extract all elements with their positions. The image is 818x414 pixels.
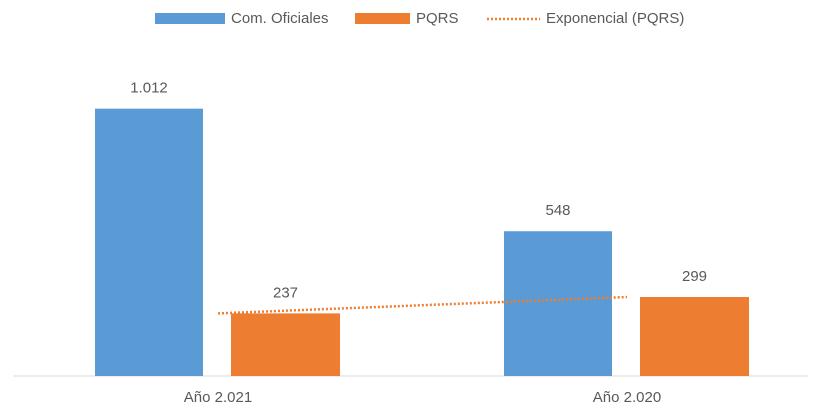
bar — [95, 108, 203, 376]
legend-label: PQRS — [416, 10, 459, 27]
legend-label: Com. Oficiales — [231, 10, 329, 27]
data-label: 1.012 — [130, 80, 168, 97]
data-label: 548 — [545, 202, 570, 219]
bar — [504, 231, 612, 376]
bar — [231, 313, 340, 376]
x-tick-label: Año 2.021 — [184, 389, 252, 406]
legend-label: Exponencial (PQRS) — [546, 10, 684, 27]
trendline — [217, 295, 628, 315]
x-tick-label: Año 2.020 — [593, 389, 661, 406]
legend-swatch — [355, 13, 410, 24]
data-label: 237 — [273, 284, 298, 301]
legend-swatch — [155, 13, 225, 24]
data-label: 299 — [682, 268, 707, 285]
bar — [640, 297, 749, 376]
